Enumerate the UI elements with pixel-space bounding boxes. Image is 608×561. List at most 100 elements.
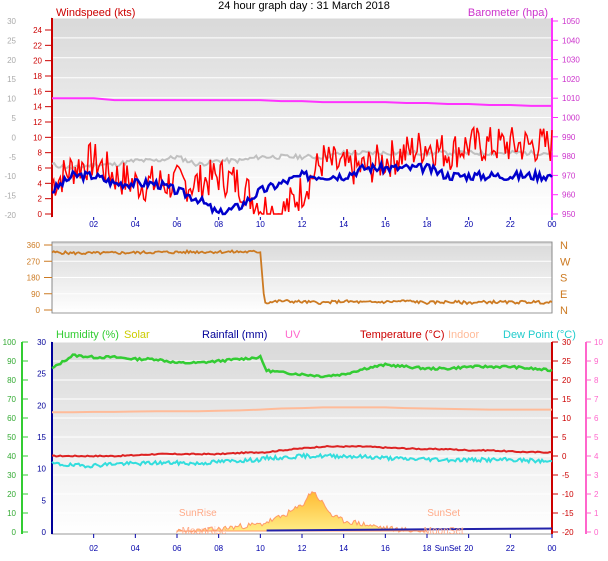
temperature-tick-label: 15 — [562, 395, 571, 404]
time-tick-label: 08 — [214, 544, 223, 553]
wind-direction-line — [51, 249, 553, 306]
temperature-line — [51, 444, 553, 458]
temp-time-ticks: 02 04 06 08 10 12 14 16 18 20 22 00 — [89, 534, 557, 553]
humidity-tick-label: 20 — [7, 490, 16, 499]
windspeed-tick-label: 10 — [33, 133, 42, 142]
wind-average-line — [51, 159, 553, 216]
humidity-tick-label: 60 — [7, 414, 16, 423]
time-tick-label: 14 — [339, 544, 348, 553]
barometer-tick-label: 1040 — [562, 36, 580, 45]
time-tick-label: 20 — [464, 220, 473, 229]
time-tick-label: 22 — [506, 544, 515, 553]
humidity-tick-label: 30 — [7, 471, 16, 480]
compass-tick-label: E — [560, 289, 567, 301]
temperature-tick-label: 0 — [562, 452, 567, 461]
rainfall-tick-label: 10 — [37, 465, 46, 474]
time-tick-label: 18 — [423, 220, 432, 229]
time-tick-label: 20 — [464, 544, 473, 553]
compass-tick-label: W — [560, 256, 571, 268]
humidity-tick-label: 50 — [7, 433, 16, 442]
time-tick-label: 06 — [173, 544, 182, 553]
uv-tick-label: 0 — [594, 528, 599, 537]
rainfall-line — [266, 527, 553, 532]
time-tick-label: 00 — [548, 220, 557, 229]
time-tick-label: 18 — [423, 544, 432, 553]
rainfall-tick-label: 30 — [37, 338, 46, 347]
uv-tick-label: 5 — [594, 433, 599, 442]
gray-tick-label: -10 — [4, 172, 16, 181]
sunset-label: SunSet — [427, 508, 460, 519]
barometer-tick-label: 960 — [562, 191, 576, 200]
windspeed-tick-label: 20 — [33, 57, 42, 66]
temperature-tick-label: 30 — [562, 338, 571, 347]
gray-tick-label: 0 — [12, 133, 17, 142]
uv-label: UV — [285, 329, 301, 341]
time-tick-label: 10 — [256, 544, 265, 553]
dewpoint-line — [51, 452, 553, 469]
compass-tick-label: S — [560, 273, 567, 285]
windspeed-tick-label: 22 — [33, 41, 42, 50]
time-tick-label: 22 — [506, 220, 515, 229]
humidity-tick-label: 100 — [3, 338, 17, 347]
barometer-tick-label: 1050 — [562, 17, 580, 26]
barometer-ticks: 1050 1040 1030 1020 1010 1000 990 980 970 960 950 — [552, 17, 580, 219]
windspeed-tick-label: 2 — [38, 195, 43, 204]
uv-tick-label: 10 — [594, 338, 603, 347]
solar-label: Solar — [124, 329, 150, 341]
uv-tick-label: 7 — [594, 395, 599, 404]
temperature-tick-label: -20 — [562, 528, 574, 537]
humidity-tick-label: 80 — [7, 376, 16, 385]
windspeed-label: Windspeed (kts) — [56, 7, 135, 19]
humidity-tick-label: 40 — [7, 452, 16, 461]
uv-tick-label: 4 — [594, 452, 599, 461]
time-tick-label: 12 — [298, 220, 307, 229]
windspeed-tick-label: 4 — [38, 179, 43, 188]
direction-degree-ticks: 360 270 180 90 0 — [27, 241, 52, 315]
humidity-tick-label: 70 — [7, 395, 16, 404]
gray-tick-label: 20 — [7, 56, 16, 65]
time-tick-label: 02 — [89, 544, 98, 553]
temp-plot-background — [51, 341, 553, 535]
sunset-tick-label: SunSet — [435, 544, 462, 553]
rainfall-tick-label: 5 — [42, 496, 47, 505]
uv-tick-label: 9 — [594, 357, 599, 366]
gray-scale-ticks: 30 25 20 15 10 5 0 -5 -10 -15 -20 — [4, 17, 16, 220]
windspeed-line — [51, 125, 553, 216]
indoor-label: Indoor — [448, 329, 480, 341]
time-tick-label: 10 — [256, 220, 265, 229]
windspeed-tick-label: 14 — [33, 103, 42, 112]
gray-tick-label: 10 — [7, 95, 16, 104]
time-tick-label: 16 — [381, 220, 390, 229]
page-title: 24 hour graph day : 31 March 2018 — [218, 0, 390, 12]
time-tick-label: 16 — [381, 544, 390, 553]
humidity-tick-label: 10 — [7, 509, 16, 518]
time-tick-label: 02 — [89, 220, 98, 229]
windspeed-tick-label: 6 — [38, 164, 43, 173]
temperature-label: Temperature (°C) — [360, 329, 444, 341]
humidity-line — [51, 353, 553, 379]
time-tick-label: 08 — [214, 220, 223, 229]
rainfall-tick-label: 20 — [37, 401, 46, 410]
humidity-label: Humidity (%) — [56, 329, 119, 341]
barometer-label: Barometer (hpa) — [468, 7, 548, 19]
rainfall-tick-label: 15 — [37, 433, 46, 442]
direction-tick-label: 270 — [27, 257, 41, 266]
direction-tick-label: 90 — [31, 290, 40, 299]
wind-time-ticks: 02 04 06 08 10 12 14 16 18 20 22 00 — [89, 217, 557, 229]
barometer-tick-label: 1030 — [562, 56, 580, 65]
legend-labels: Humidity (%) Solar Rainfall (mm) UV Temperat… — [56, 329, 576, 341]
rainfall-label: Rainfall (mm) — [202, 329, 267, 341]
gray-tick-label: 5 — [12, 114, 17, 123]
barometer-tick-label: 1000 — [562, 114, 580, 123]
windspeed-tick-label: 18 — [33, 72, 42, 81]
rainfall-ticks: 30 25 20 15 10 5 0 — [37, 338, 46, 537]
barometer-tick-label: 1020 — [562, 75, 580, 84]
direction-grid — [52, 244, 552, 311]
direction-tick-label: 0 — [36, 306, 41, 315]
temperature-tick-label: -10 — [562, 490, 574, 499]
